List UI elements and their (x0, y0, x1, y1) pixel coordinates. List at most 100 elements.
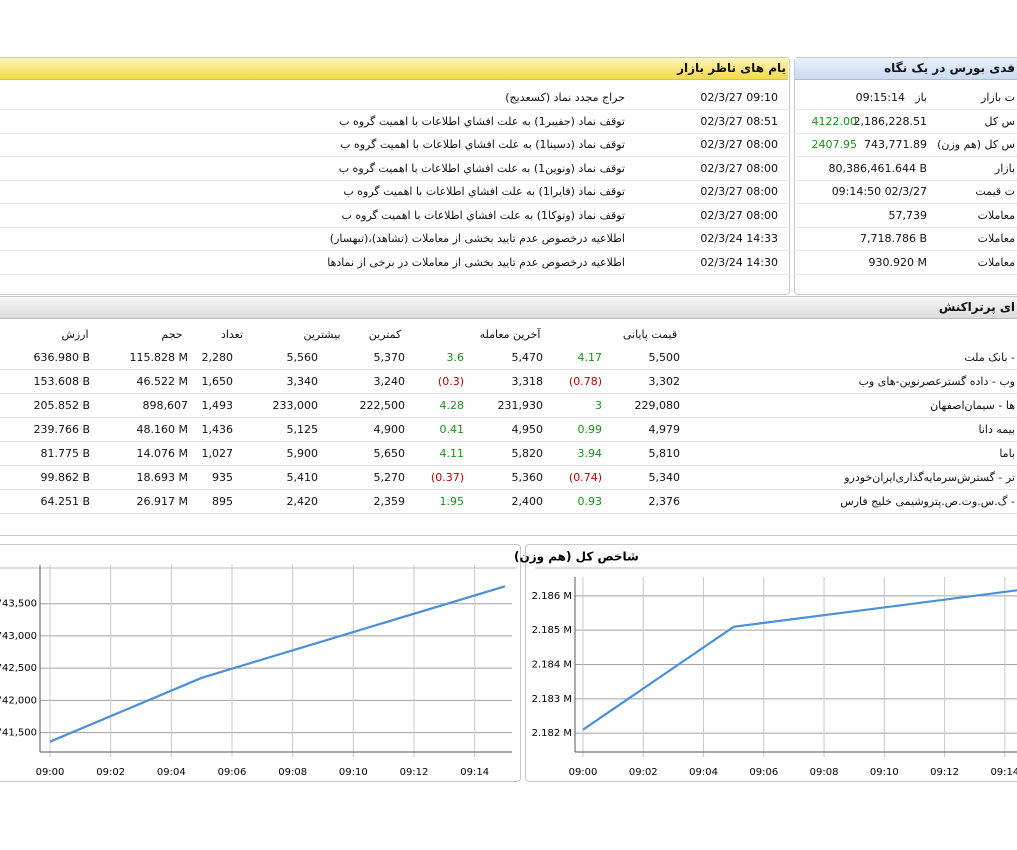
x-tick-label: 09:06 (218, 767, 247, 778)
table-cell: 5,500 (648, 351, 681, 364)
overview-label: معاملات (977, 232, 1015, 245)
table-cell: 2,280 (201, 351, 234, 364)
panel-title: یام های ناظر بازار (677, 61, 786, 75)
overview-value: 7,718.786 B (859, 232, 927, 245)
row-separator (796, 273, 1017, 275)
row-separator (796, 109, 1017, 110)
overview-label: بازار (994, 161, 1015, 175)
messages-panel (0, 57, 790, 295)
overview-label: س کل (984, 114, 1016, 128)
row-separator (0, 226, 788, 228)
message-time: 02/3/24 14:30 (700, 255, 778, 269)
overview-value: 743,771.89 (864, 138, 927, 151)
overview-value: 930.920 M (868, 255, 927, 269)
table-cell: 2,376 (648, 495, 681, 508)
column-header: قیمت پایانی (622, 328, 678, 341)
overview-label: ت قیمت (975, 185, 1015, 198)
column-header: آخرین معامله (479, 328, 541, 341)
overview-label: معاملات (977, 255, 1015, 269)
table-cell: 2,400 (511, 495, 544, 508)
table-cell: 4,950 (511, 423, 544, 436)
column-header: بیشترین (303, 328, 341, 341)
x-tick-label: 09:14 (990, 767, 1017, 778)
overview-value: 57,739 (888, 208, 928, 222)
table-cell: 239.766 B (33, 423, 90, 436)
row-separator (0, 441, 1017, 442)
y-tick-label: 2.182 M (532, 728, 572, 739)
table-cell: 1.95 (439, 495, 465, 508)
x-tick-label: 09:00 (569, 767, 598, 778)
table-cell: 64.251 B (40, 495, 90, 508)
x-tick-label: 09:02 (96, 767, 125, 778)
table-panel (0, 296, 1017, 536)
overview-panel (794, 57, 1017, 295)
table-cell: 3,340 (286, 375, 319, 388)
overview-change: 4122.00 (811, 114, 858, 128)
table-cell: 5,125 (286, 423, 319, 436)
y-tick-label: 741,500 (0, 728, 37, 739)
table-cell: 4.17 (577, 351, 603, 364)
x-tick-label: 09:12 (930, 767, 959, 778)
table-cell: 5,810 (648, 447, 681, 460)
table-cell: 636.980 B (33, 351, 90, 364)
table-cell: 1,436 (201, 423, 234, 436)
table-cell: 4.11 (439, 447, 465, 460)
row-separator (796, 132, 1017, 134)
message-time: 02/3/27 08:51 (700, 114, 778, 128)
table-cell: 222,500 (359, 399, 406, 412)
table-cell: 2,420 (286, 495, 319, 508)
column-header: کمترین (368, 328, 402, 341)
message-text: توقف نماد (دسینا1) به علت افشاي اطلاعات … (340, 138, 625, 151)
table-cell: 895 (212, 495, 233, 508)
message-text: توقف نماد (جفیبر1) به علت افشاي اطلاعات … (339, 114, 625, 128)
row-separator (796, 226, 1017, 228)
row-separator (796, 156, 1017, 157)
table-cell: 99.862 B (40, 471, 90, 484)
y-tick-label: 743,000 (0, 631, 37, 642)
row-separator (0, 489, 1017, 490)
message-time: 02/3/27 08:00 (700, 208, 778, 222)
table-cell: 5,340 (648, 471, 681, 484)
table-header (0, 297, 1017, 319)
table-cell: 935 (212, 471, 233, 484)
x-tick-label: 09:08 (278, 767, 307, 778)
y-tick-label: 2.185 M (532, 625, 572, 636)
table-cell: 3,302 (648, 375, 681, 388)
y-tick-label: 2.183 M (532, 694, 572, 705)
row-separator (0, 109, 788, 110)
row-separator (796, 250, 1017, 251)
row-separator (796, 203, 1017, 204)
y-tick-label: 742,000 (0, 695, 37, 706)
table-cell: 1,493 (201, 399, 234, 412)
table-cell: 5,270 (373, 471, 406, 484)
table-cell: 5,900 (286, 447, 319, 460)
row-separator (0, 369, 1017, 370)
overview-header (795, 58, 1017, 80)
table-cell: 5,650 (373, 447, 406, 460)
row-separator (0, 156, 788, 157)
table-cell: 3,240 (373, 375, 406, 388)
symbol-name: ها - سیمان‌اصفهان (930, 399, 1015, 412)
chart-panel (0, 544, 521, 782)
table-cell: 233,000 (272, 399, 319, 412)
table-cell: 0.99 (577, 423, 603, 436)
message-text: توقف نماد (ونوین1) به علت افشاي اطلاعات … (338, 161, 625, 175)
table-cell: 4.28 (439, 399, 465, 412)
chart-title: شاخص کل (هم وزن) (514, 550, 639, 565)
data-line (582, 589, 1017, 731)
panel-title: فدی بورس در یک نگاه (884, 61, 1015, 75)
column-header: حجم (161, 328, 183, 341)
x-tick-label: 09:08 (810, 767, 839, 778)
overview-value: باز (915, 91, 927, 104)
table-cell: 231,930 (497, 399, 544, 412)
overview-label: معاملات (977, 208, 1015, 222)
table-cell: 2,359 (373, 495, 406, 508)
table-cell: 81.775 B (40, 447, 90, 460)
row-separator (796, 179, 1017, 181)
panel-title: ای پرتراکنش (938, 300, 1015, 314)
table-cell: 115.828 M (129, 351, 188, 364)
table-cell: 3,318 (511, 375, 544, 388)
overview-label: ت بازار (981, 91, 1015, 104)
